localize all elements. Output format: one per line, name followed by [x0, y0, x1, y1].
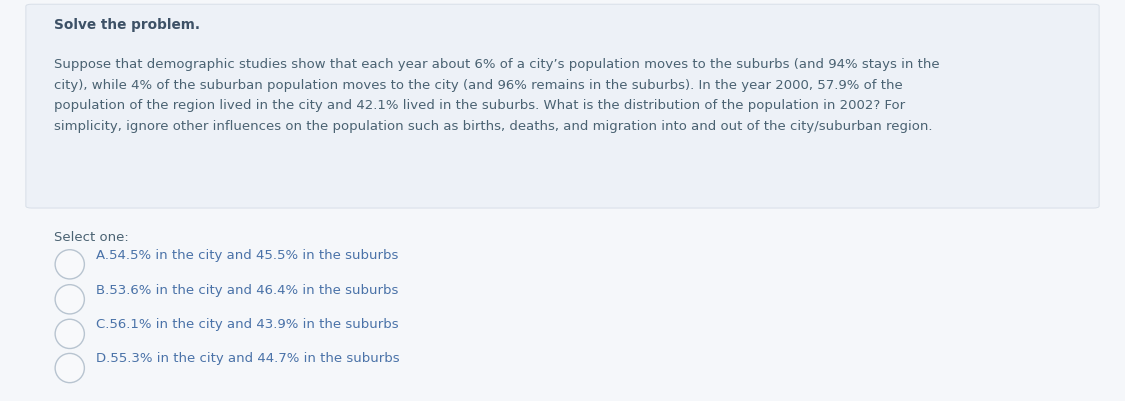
Ellipse shape: [55, 250, 84, 279]
Text: Select one:: Select one:: [54, 231, 128, 243]
Text: B.53.6% in the city and 46.4% in the suburbs: B.53.6% in the city and 46.4% in the sub…: [96, 283, 398, 296]
Text: A.54.5% in the city and 45.5% in the suburbs: A.54.5% in the city and 45.5% in the sub…: [96, 248, 398, 261]
Text: Solve the problem.: Solve the problem.: [54, 18, 200, 32]
FancyBboxPatch shape: [26, 5, 1099, 209]
Text: Suppose that demographic studies show that each year about 6% of a city’s popula: Suppose that demographic studies show th…: [54, 58, 939, 132]
Ellipse shape: [55, 285, 84, 314]
Ellipse shape: [55, 320, 84, 348]
Ellipse shape: [55, 354, 84, 383]
Text: C.56.1% in the city and 43.9% in the suburbs: C.56.1% in the city and 43.9% in the sub…: [96, 317, 398, 330]
Text: D.55.3% in the city and 44.7% in the suburbs: D.55.3% in the city and 44.7% in the sub…: [96, 351, 399, 365]
